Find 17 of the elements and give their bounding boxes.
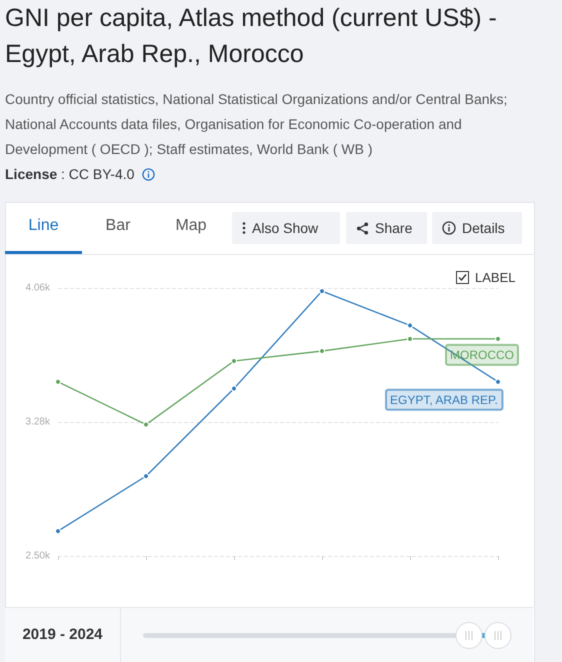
chart-subtitle: Country official statistics, National Statistical Organizations and/or Central Banks; National Accounts data files, Organisation for Economic Co-operation and Development ( OECD ); Staff estimates, World Bank ( WB ) <box>5 90 508 159</box>
y-tick-label: 3.28k <box>26 416 51 428</box>
y-tick-label: 2.50k <box>26 550 51 562</box>
text: Map <box>174 216 208 236</box>
text: Also Show <box>252 220 318 236</box>
text: 2019 - 2024 <box>21 626 104 643</box>
text: Line <box>5 212 82 254</box>
text: License : CC BY-4.0 <box>5 166 134 182</box>
text: Share <box>375 220 412 236</box>
point <box>231 386 237 392</box>
point <box>319 288 325 294</box>
chart-title: GNI per capita, Atlas method (current US$) - Egypt, Arab Rep., Morocco <box>5 3 498 70</box>
text: LABEL <box>475 270 516 285</box>
text: Bar <box>104 216 132 236</box>
y-tick-label: 4.06k <box>26 282 51 294</box>
text: Details <box>462 220 505 236</box>
series-label: EGYPT, ARAB REP. <box>390 392 498 407</box>
